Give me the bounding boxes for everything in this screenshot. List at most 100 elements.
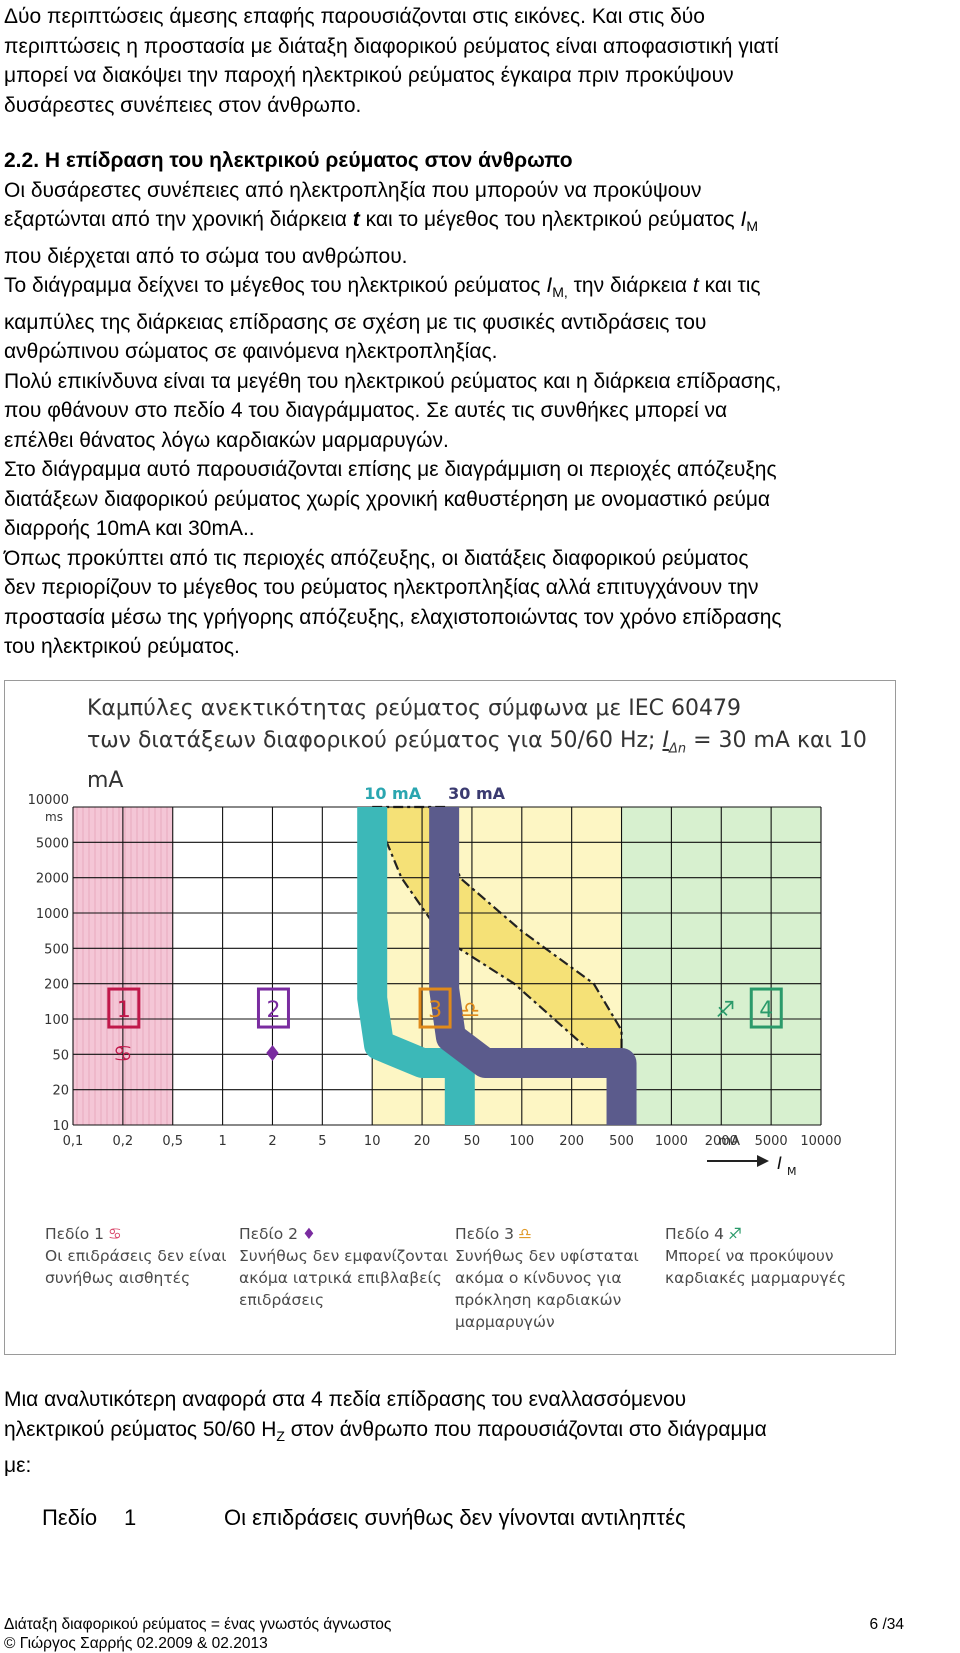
current-subscript: M, bbox=[552, 284, 568, 301]
figure-title-text: = 30 mA και 10 mA bbox=[87, 728, 867, 794]
y-tick-label: 2000 bbox=[36, 872, 69, 887]
field-marker-box bbox=[749, 987, 783, 1029]
label-30ma: 30 mA bbox=[448, 784, 506, 803]
x-tick-label: 0,1 bbox=[63, 1134, 84, 1149]
body-line: καμπύλες της διάρκειας επίδρασης σε σχέσ… bbox=[4, 310, 707, 334]
field-note-title: Πεδίο 3 ♎ bbox=[455, 1223, 639, 1245]
y-tick-label: 200 bbox=[44, 978, 69, 993]
field-note-title: Πεδίο 4 ♐ bbox=[665, 1223, 846, 1245]
body-line: διαρροής 10mA και 30mA.. bbox=[4, 517, 255, 541]
intro-line: μπορεί να διακόψει την παροχή ηλεκτρικού… bbox=[4, 64, 734, 87]
time-symbol: t bbox=[352, 208, 360, 231]
intro-line: περιπτώσεις η προστασία με διάταξη διαφο… bbox=[4, 34, 779, 58]
field-note-line: μαρμαρυγών bbox=[455, 1313, 555, 1331]
field-marker-icon: ♋ bbox=[113, 1042, 133, 1067]
x-axis-subscript: M bbox=[787, 1165, 797, 1178]
label-10ma: 10 mA bbox=[364, 784, 422, 803]
field-note-line: ακόμα ο κίνδυνος για bbox=[455, 1269, 622, 1287]
body-line: Οι δυσάρεστες συνέπειες από ηλεκτροπληξί… bbox=[4, 178, 702, 202]
current-symbol: I bbox=[740, 208, 747, 231]
intro-paragraph: Δύο περιπτώσεις άμεσης επαφής παρουσιάζο… bbox=[4, 2, 956, 120]
x-tick-label: 500 bbox=[609, 1134, 634, 1149]
iec-figure: 1 ♋ 2 ♦ 3 ♎ 4 ♐ 10000 5000 2000 1000 500 200 100 50 20 10… bbox=[4, 680, 896, 1355]
figure-title-line2: των διατάξεων διαφορικού ρεύματος για 50… bbox=[87, 725, 887, 797]
y-tick-label: 5000 bbox=[36, 836, 69, 851]
field-note-3: Πεδίο 3 ♎ Συνήθως δεν υφίσταται ακόμα ο κ… bbox=[455, 1223, 639, 1333]
body-text: εξαρτώνται από την χρονική διάρκεια bbox=[4, 208, 353, 231]
page-number: 6 /34 bbox=[869, 1616, 904, 1633]
cancer-sign-icon: ♋ bbox=[108, 1225, 122, 1243]
y-tick-label: 1000 bbox=[36, 907, 69, 922]
field-marker-icon: ♎ bbox=[460, 998, 480, 1023]
x-tick-label: 200 bbox=[559, 1134, 584, 1149]
x-tick-label: 10 bbox=[364, 1134, 381, 1149]
y-tick-label: 500 bbox=[44, 942, 69, 957]
body-line: δεν περιορίζουν το μέγεθος του ρεύματος … bbox=[4, 576, 759, 600]
x-tick-label: 5000 bbox=[755, 1134, 788, 1149]
body-line: προστασία μέσω της γρήγορης απόζευξης, ε… bbox=[4, 605, 782, 629]
field-marker-icon: ♐ bbox=[715, 998, 735, 1023]
body-text: Το διάγραμμα δείχνει το μέγεθος του ηλεκ… bbox=[4, 274, 547, 298]
field-note-line: συνήθως αισθητές bbox=[45, 1269, 191, 1287]
section-heading: 2.2. Η επίδραση του ηλεκτρικού ρεύματος … bbox=[4, 149, 573, 172]
x-tick-label: 5 bbox=[318, 1134, 326, 1149]
after-text: ηλεκτρικού ρεύματος 50/60 H bbox=[4, 1417, 277, 1441]
field-note-title-text: Πεδίο 4 bbox=[665, 1225, 725, 1243]
field-note-line: Μπορεί να προκύψουν bbox=[665, 1247, 834, 1265]
field-note-line: καρδιακές μαρμαρυγές bbox=[665, 1269, 847, 1287]
y-tick-label: 10 bbox=[52, 1119, 69, 1134]
rated-current-i: I bbox=[662, 728, 669, 753]
field-note-2: Πεδίο 2 ♦ Συνήθως δεν εμφανίζονται ακόμα … bbox=[239, 1223, 448, 1311]
field-marker-label: 4 bbox=[759, 998, 773, 1023]
field-note-line: Οι επιδράσεις δεν είναι bbox=[45, 1247, 227, 1265]
field-note-title: Πεδίο 1 ♋ bbox=[45, 1223, 227, 1245]
field-marker-label: 1 bbox=[117, 998, 131, 1023]
field-marker-box bbox=[418, 987, 452, 1029]
x-tick-label: 0,2 bbox=[113, 1134, 134, 1149]
rated-current-sub: Δn bbox=[668, 741, 687, 757]
x-tick-label: 20 bbox=[414, 1134, 431, 1149]
tolerance-chart: 1♋2♦3 ♎ 4♐10000500020001000500200100502010… bbox=[28, 784, 842, 1178]
field-note-line: Συνήθως δεν εμφανίζονται bbox=[239, 1247, 449, 1265]
x-tick-label: 2000 bbox=[705, 1134, 738, 1149]
band-10ma bbox=[357, 807, 475, 1125]
page-footer: Διάταξη διαφορικού ρεύματος = ένας γνωστ… bbox=[4, 1615, 954, 1653]
y-tick-label: 100 bbox=[44, 1013, 69, 1028]
body-line: που φθάνουν στο πεδίο 4 του διαγράμματος… bbox=[4, 399, 728, 423]
body-line: Πολύ επικίνδυνα είναι τα μεγέθη του ηλεκ… bbox=[4, 369, 782, 393]
after-text: στον άνθρωπο που παρουσιάζονται στο διάγ… bbox=[284, 1417, 767, 1441]
field-marker-label: 2 bbox=[266, 998, 280, 1023]
body-text: την διάρκεια bbox=[567, 274, 693, 298]
body-line: Το διάγραμμα δείχνει το μέγεθος του ηλεκ… bbox=[4, 271, 956, 308]
field-note-title-text: Πεδίο 3 bbox=[455, 1225, 515, 1243]
field-row-label: Πεδίο bbox=[42, 1505, 98, 1530]
body-line: ανθρώπινου σώματος σε φαινόμενα ηλεκτροπ… bbox=[4, 340, 498, 364]
after-line: ηλεκτρικού ρεύματος 50/60 HZ στον άνθρωπ… bbox=[4, 1415, 956, 1452]
body-line: Στο διάγραμμα αυτό παρουσιάζονται επίσης… bbox=[4, 458, 777, 482]
band-30ma bbox=[429, 807, 637, 1125]
field-note-line: Συνήθως δεν υφίσταται bbox=[455, 1247, 639, 1265]
footer-title: Διάταξη διαφορικού ρεύματος = ένας γνωστ… bbox=[4, 1616, 392, 1633]
after-line: Μια αναλυτικότερη αναφορά στα 4 πεδία επ… bbox=[4, 1388, 687, 1411]
rated-current-symbol: IΔn bbox=[662, 728, 687, 757]
sagittarius-sign-icon: ♐ bbox=[728, 1225, 742, 1243]
x-axis-symbol: I bbox=[777, 1154, 782, 1174]
field-notes: Πεδίο 1 ♋ Οι επιδράσεις δεν είναι συνήθως… bbox=[5, 1223, 895, 1353]
footer-copyright: © Γιώργος Σαρρής 02.2009 & 02.2013 bbox=[4, 1635, 268, 1652]
field-marker-label: 3 bbox=[428, 998, 442, 1023]
x-tick-label: 1000 bbox=[655, 1134, 688, 1149]
y-tick-label: 50 bbox=[52, 1048, 69, 1063]
current-symbol: I bbox=[546, 274, 553, 298]
diamond-icon: ♦ bbox=[302, 1225, 316, 1243]
field-note-4: Πεδίο 4 ♐ Μπορεί να προκύψουν καρδιακές μ… bbox=[665, 1223, 846, 1289]
body-text: και τις bbox=[698, 274, 761, 298]
document-page: Δύο περιπτώσεις άμεσης επαφής παρουσιάζο… bbox=[4, 0, 956, 662]
after-line: με: bbox=[4, 1454, 32, 1478]
intro-line: δυσάρεστες συνέπειες στον άνθρωπο. bbox=[4, 93, 362, 117]
after-paragraph: Μια αναλυτικότερη αναφορά στα 4 πεδία επ… bbox=[4, 1385, 956, 1481]
x-tick-label: 10000 bbox=[800, 1134, 841, 1149]
field-note-title: Πεδίο 2 ♦ bbox=[239, 1223, 448, 1245]
intro-line: Δύο περιπτώσεις άμεσης επαφής παρουσιάζο… bbox=[4, 5, 705, 28]
body-line: του ηλεκτρικού ρεύματος. bbox=[4, 635, 240, 659]
body-line: επέλθει θάνατος λόγω καρδιακών μαρμαρυγώ… bbox=[4, 428, 449, 452]
